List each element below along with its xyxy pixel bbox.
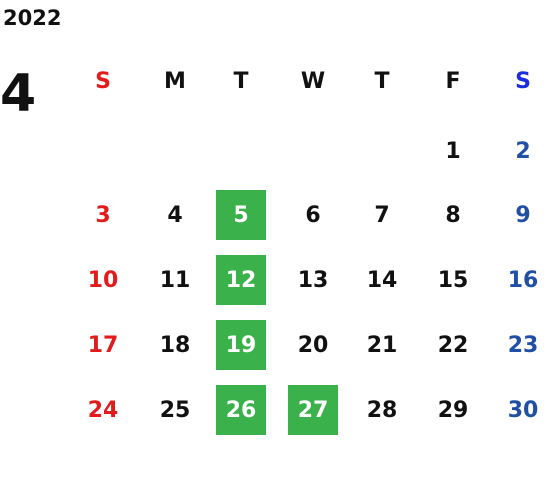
day-cell: 23 xyxy=(507,332,539,358)
weekday-header: W xyxy=(300,68,326,94)
day-cell: 14 xyxy=(366,267,398,293)
day-cell: 21 xyxy=(366,332,398,358)
day-cell-highlighted: 12 xyxy=(216,255,266,305)
day-cell: 10 xyxy=(87,267,119,293)
weekday-header: S xyxy=(95,68,111,94)
day-cell: 17 xyxy=(87,332,119,358)
day-cell: 8 xyxy=(445,202,461,228)
day-cell: 4 xyxy=(167,202,183,228)
day-cell: 16 xyxy=(507,267,539,293)
day-cell: 28 xyxy=(366,397,398,423)
day-cell: 24 xyxy=(87,397,119,423)
day-cell-highlighted: 5 xyxy=(216,190,266,240)
day-cell: 6 xyxy=(305,202,321,228)
day-cell: 1 xyxy=(445,138,461,164)
day-cell: 11 xyxy=(159,267,191,293)
day-cell: 20 xyxy=(297,332,329,358)
day-cell: 15 xyxy=(437,267,469,293)
day-cell: 13 xyxy=(297,267,329,293)
weekday-header: F xyxy=(445,68,461,94)
weekday-header: M xyxy=(164,68,186,94)
day-cell-highlighted: 26 xyxy=(216,385,266,435)
day-cell: 18 xyxy=(159,332,191,358)
weekday-header: T xyxy=(233,68,249,94)
day-cell: 2 xyxy=(515,138,531,164)
day-cell: 7 xyxy=(374,202,390,228)
day-cell: 29 xyxy=(437,397,469,423)
day-cell-highlighted: 19 xyxy=(216,320,266,370)
day-cell: 3 xyxy=(95,202,111,228)
day-cell: 25 xyxy=(159,397,191,423)
weekday-header: S xyxy=(515,68,531,94)
day-cell: 30 xyxy=(507,397,539,423)
day-cell: 9 xyxy=(515,202,531,228)
day-cell: 22 xyxy=(437,332,469,358)
year-label: 2022 xyxy=(3,6,62,30)
weekday-header: T xyxy=(374,68,390,94)
month-label: 4 xyxy=(0,64,37,124)
day-cell-highlighted: 27 xyxy=(288,385,338,435)
